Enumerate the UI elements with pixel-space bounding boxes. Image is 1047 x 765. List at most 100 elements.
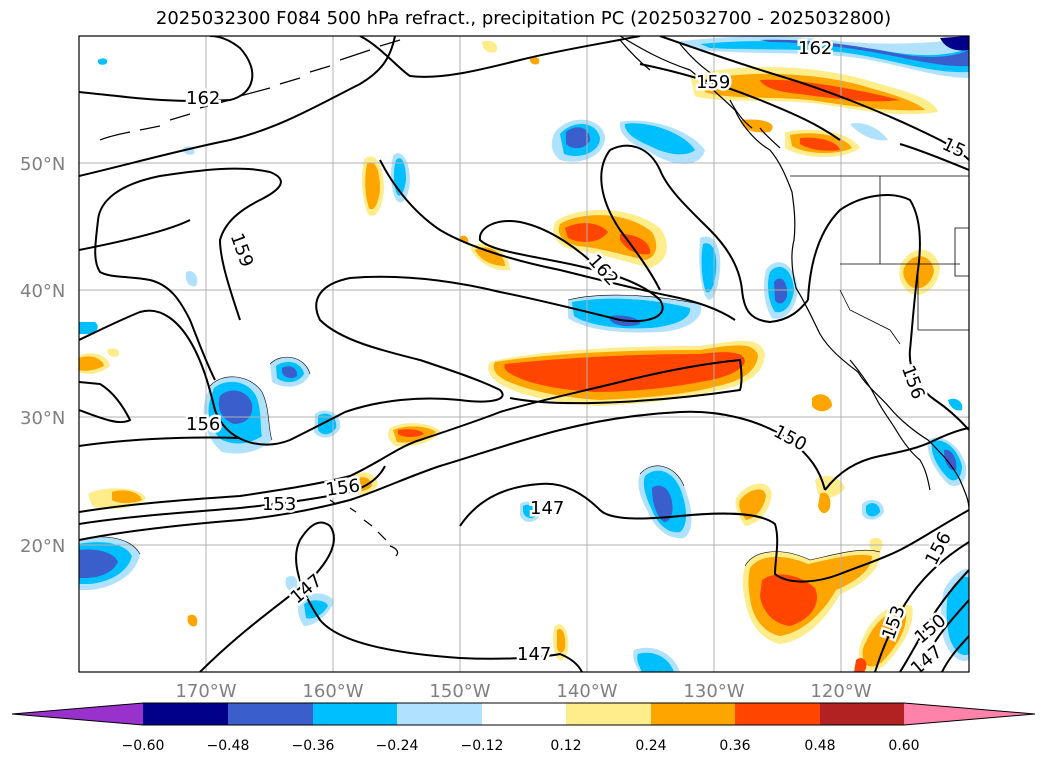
contour-156-sw: [79, 219, 191, 251]
fill-region: [740, 119, 773, 133]
lat-label: 20°N: [20, 536, 65, 557]
colorbar-segment: [651, 703, 735, 725]
fill-region: [940, 36, 969, 51]
canada-islands: [619, 39, 781, 149]
colorbar-label: 0.24: [635, 738, 666, 754]
fill-region: [700, 41, 969, 73]
lon-label: 160°W: [302, 681, 363, 702]
fill-region: [112, 490, 142, 503]
refractivity-contours: [79, 36, 969, 672]
lon-label: 150°W: [429, 681, 490, 702]
fill-region: [354, 477, 372, 491]
fill-region: [850, 122, 888, 141]
fill-region: [948, 398, 963, 411]
fill-region: [818, 492, 831, 514]
lon-label: 140°W: [556, 681, 617, 702]
baja-coastline: [849, 359, 931, 491]
colorbar: −0.60 −0.48 −0.36 −0.24 −0.12 0.12 0.24 …: [11, 702, 1036, 754]
aleutian-islands: [99, 39, 401, 141]
fill-region: [652, 485, 673, 522]
fill-region: [739, 489, 766, 520]
contour-162-loop: [600, 144, 809, 324]
contour-147: [199, 482, 969, 672]
lon-label: 120°W: [810, 681, 871, 702]
contour-150: [79, 410, 969, 541]
lon-label: 170°W: [175, 681, 236, 702]
precipitation-anomaly-fills: [79, 36, 969, 672]
fill-region: [760, 39, 969, 67]
fill-region: [107, 348, 120, 357]
fill-region: [701, 243, 717, 293]
fill-region: [946, 576, 969, 656]
lat-label: 40°N: [20, 281, 65, 302]
colorbar-segment: [735, 703, 820, 725]
contour-label: 162: [798, 38, 832, 59]
contour-label: 147: [530, 498, 564, 519]
colorbar-segment: [566, 703, 651, 725]
fill-region: [944, 449, 957, 471]
fill-region: [869, 537, 883, 554]
contour-159-loop: [94, 167, 282, 381]
contour-150-se: [917, 599, 969, 672]
latitude-labels: 50°N 40°N 30°N 20°N: [20, 154, 65, 557]
colorbar-outline: [11, 702, 1036, 726]
colorbar-label: 0.48: [804, 738, 835, 754]
contour-label: 159: [696, 72, 730, 93]
colorbar-segment: [313, 703, 397, 725]
contour-label: 162: [186, 88, 220, 109]
contour-label: 147: [517, 644, 551, 665]
fill-region: [218, 390, 253, 424]
hawaii-islands: [329, 499, 399, 557]
fill-region: [572, 298, 691, 329]
fill-region: [285, 575, 298, 592]
fill-region: [475, 247, 505, 266]
fill-region: [97, 58, 108, 65]
fill-region: [529, 56, 540, 65]
fill-region: [854, 658, 867, 672]
fill-region: [637, 652, 674, 672]
fill-region: [557, 629, 566, 653]
fill-region: [774, 278, 788, 304]
fill-region: [79, 356, 104, 371]
contour-156-se: [874, 541, 969, 672]
lon-label: 130°W: [683, 681, 744, 702]
colorbar-label: 0.60: [888, 738, 919, 754]
map-title: 2025032300 F084 500 hPa refract., precip…: [155, 8, 892, 29]
colorbar-segment: [482, 703, 566, 725]
contour-162-north: [79, 36, 969, 161]
fill-region: [185, 271, 198, 287]
colorbar-label: −0.36: [292, 738, 335, 754]
contour-156-big: [79, 220, 664, 446]
fill-region: [760, 574, 818, 626]
fill-region: [79, 322, 98, 334]
colorbar-segment: [397, 703, 482, 725]
fill-region: [760, 79, 900, 102]
colorbar-label: −0.24: [376, 738, 419, 754]
map-plot-area: 162 162 159 159 15 162 156 156 153 150 1…: [79, 36, 969, 672]
contour-label: 156: [186, 414, 220, 435]
fill-region: [398, 429, 424, 437]
contour-label: 153: [262, 494, 296, 515]
coastlines: [99, 36, 969, 557]
fill-region: [866, 503, 880, 517]
colorbar-label: −0.48: [207, 738, 250, 754]
colorbar-label: 0.36: [719, 738, 750, 754]
colorbar-segment: [143, 703, 228, 725]
fill-region: [624, 123, 695, 155]
fill-region: [523, 504, 537, 519]
lat-label: 30°N: [20, 408, 65, 429]
fill-region: [482, 40, 498, 53]
fill-region: [566, 127, 590, 149]
colorbar-label: −0.12: [461, 738, 504, 754]
colorbar-labels: −0.60 −0.48 −0.36 −0.24 −0.12 0.12 0.24 …: [122, 738, 920, 754]
contour-153-se: [899, 569, 969, 672]
lat-label: 50°N: [20, 154, 65, 175]
fill-region: [365, 162, 380, 210]
fill-region: [79, 549, 118, 578]
contour-153: [79, 465, 386, 525]
fill-region: [812, 394, 832, 412]
fill-region: [187, 614, 198, 627]
fill-region: [504, 352, 745, 392]
contour-159-north: [79, 36, 969, 177]
colorbar-segment-min: [12, 703, 143, 725]
